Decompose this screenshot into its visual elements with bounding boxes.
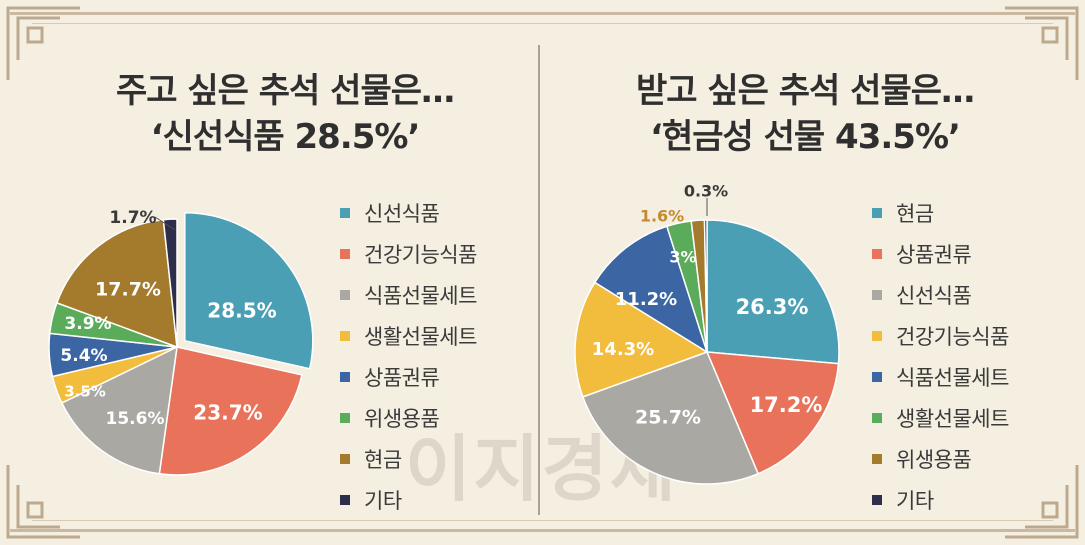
legend-label: 신선식품: [896, 283, 972, 308]
leader-line-0-7: [154, 216, 176, 231]
legend-item: 위생용품: [872, 438, 1009, 479]
legend-swatch: [872, 453, 882, 464]
data-label-1-5: 3%: [669, 248, 696, 267]
legend-swatch: [340, 453, 350, 464]
pie-slice-0-6: [55, 218, 178, 349]
data-label-0-5: 3.9%: [64, 314, 111, 334]
pie-slice-1-4: [593, 225, 709, 354]
frame-top-line: [32, 23, 1053, 24]
legend-item: 현금: [340, 438, 477, 479]
legend-item: 위생용품: [340, 397, 477, 438]
legend-label: 기타: [896, 488, 934, 513]
legend-swatch: [872, 248, 882, 259]
pie-slice-1-0: [706, 219, 840, 365]
legend-label: 현금: [896, 201, 934, 226]
legend-label: 건강기능식품: [896, 324, 1009, 349]
legend-label: 건강기능식품: [364, 242, 477, 267]
legend-label: 생활선물세트: [364, 324, 477, 349]
pie-slice-0-1: [158, 346, 303, 476]
legend-item: 생활선물세트: [340, 315, 477, 356]
legend-label: 상품권류: [364, 365, 440, 390]
legend-label: 위생용품: [364, 406, 440, 431]
corner-ornament-bottom-left: [6, 465, 80, 539]
data-label-1-4: 11.2%: [615, 289, 677, 310]
left-chart-title: 주고 싶은 추석 선물은… ‘신선식품 28.5%’: [55, 68, 515, 160]
legend-swatch: [872, 207, 882, 218]
data-label-0-7: 1.7%: [109, 208, 156, 228]
data-label-1-1: 17.2%: [750, 393, 823, 417]
decorative-frame: [10, 12, 1075, 532]
legend-label: 신선식품: [364, 201, 440, 226]
right-chart-title: 받고 싶은 추석 선물은… ‘현금성 선물 43.5%’: [575, 68, 1035, 160]
legend-swatch: [872, 371, 882, 382]
legend-swatch: [340, 289, 350, 300]
legend-item: 기타: [872, 479, 1009, 520]
corner-ornament-top-left: [6, 6, 80, 80]
corner-ornament-top-right: [1005, 6, 1079, 80]
legend-item: 건강기능식품: [872, 315, 1009, 356]
pie-slice-1-7: [703, 219, 708, 353]
data-label-1-7: 0.3%: [684, 182, 728, 201]
legend-swatch: [340, 371, 350, 382]
legend-label: 식품선물세트: [364, 283, 477, 308]
data-label-0-6: 17.7%: [95, 279, 161, 301]
legend-item: 상품권류: [340, 356, 477, 397]
legend-item: 신선식품: [340, 192, 477, 233]
pie-slice-1-3: [574, 281, 709, 398]
legend-item: 식품선물세트: [340, 274, 477, 315]
legend-label: 상품권류: [896, 242, 972, 267]
data-label-0-1: 23.7%: [193, 401, 262, 425]
legend-item: 건강기능식품: [340, 233, 477, 274]
legend-swatch: [340, 330, 350, 341]
legend-label: 식품선물세트: [896, 365, 1009, 390]
pie-chart-1: 26.3% 17.2% 25.7% 14.3% 11.2% 3% 1.6%0.3%: [574, 182, 840, 485]
legend-label: 위생용품: [896, 447, 972, 472]
center-divider: [538, 45, 540, 515]
pie-chart-0: 28.5% 23.7% 15.6%3.5% 5.4% 3.9% 17.7% 1.7%: [48, 208, 314, 476]
data-label-1-0: 26.3%: [736, 295, 809, 319]
legend-item: 상품권류: [872, 233, 1009, 274]
pie-slice-1-2: [581, 351, 760, 485]
data-label-1-6: 1.6%: [640, 207, 684, 226]
corner-ornament-bottom-right: [1005, 465, 1079, 539]
legend-item: 식품선물세트: [872, 356, 1009, 397]
legend-swatch: [340, 207, 350, 218]
legend-swatch: [872, 412, 882, 423]
legend-item: 기타: [340, 479, 477, 520]
legend-item: 신선식품: [872, 274, 1009, 315]
pie-slice-0-7: [162, 218, 178, 348]
left-title-line2: ‘신선식품 28.5%’: [150, 117, 421, 157]
data-label-0-2: 15.6%: [106, 409, 165, 429]
data-label-0-3: 3.5%: [64, 383, 106, 401]
data-label-0-4: 5.4%: [60, 346, 107, 366]
pie-slice-0-2: [60, 345, 178, 475]
data-label-1-3: 14.3%: [592, 339, 654, 360]
legend-item: 생활선물세트: [872, 397, 1009, 438]
legend-swatch: [340, 494, 350, 505]
legend-swatch: [872, 494, 882, 505]
legend-swatch: [340, 248, 350, 259]
left-title-line1: 주고 싶은 추석 선물은…: [115, 71, 455, 111]
right-title-line2: ‘현금성 선물 43.5%’: [650, 117, 961, 157]
legend-item: 현금: [872, 192, 1009, 233]
pie-slice-0-0: [184, 211, 314, 370]
pie-slice-1-1: [705, 351, 840, 475]
frame-bottom-line: [32, 520, 1053, 521]
legend-swatch: [872, 289, 882, 300]
legend-label: 현금: [364, 447, 402, 472]
legend-swatch: [340, 412, 350, 423]
legend-label: 기타: [364, 488, 402, 513]
right-title-line1: 받고 싶은 추석 선물은…: [635, 71, 975, 111]
data-label-0-0: 28.5%: [207, 299, 276, 323]
legend-swatch: [872, 330, 882, 341]
legend-label: 생활선물세트: [896, 406, 1009, 431]
data-label-1-2: 25.7%: [635, 407, 701, 429]
